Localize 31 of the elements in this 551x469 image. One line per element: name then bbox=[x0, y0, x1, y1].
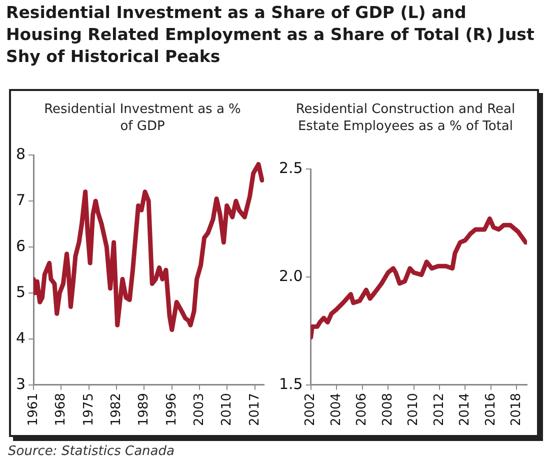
x-tick-label: 1968 bbox=[54, 392, 69, 426]
x-tick-label: 1975 bbox=[81, 392, 96, 426]
chart-subtitle: Residential Investment as a % of GDP bbox=[43, 101, 242, 135]
x-tick-label: 2006 bbox=[354, 392, 370, 426]
y-tick-label: 1.5 bbox=[278, 374, 303, 393]
x-tick-label: 2002 bbox=[303, 392, 318, 426]
x-tick-label: 2017 bbox=[247, 392, 262, 426]
source-note: Source: Statistics Canada bbox=[8, 444, 174, 459]
chart-title: Residential Construction and Real Estate Employees as a % of Total bbox=[294, 101, 516, 135]
y-tick-label: 8 bbox=[16, 144, 26, 163]
x-tick-label: 2014 bbox=[458, 392, 473, 426]
x-tick-label: 2016 bbox=[483, 392, 498, 426]
chart-title: Residential Investment as a Share of GDP (L) and Housing Related Employment as a Share of Total (R) Just Shy of Historical Peaks bbox=[6, 2, 536, 68]
x-tick-label: 2008 bbox=[380, 392, 396, 426]
x-tick-label: 1989 bbox=[136, 392, 152, 426]
x-tick-label: 2003 bbox=[192, 392, 207, 426]
x-tick-label: 1996 bbox=[164, 392, 180, 426]
y-tick-label: 2.0 bbox=[278, 266, 303, 285]
y-tick-label: 7 bbox=[16, 190, 26, 209]
x-tick-label: 2010 bbox=[406, 392, 422, 426]
x-tick-label: 2012 bbox=[432, 392, 447, 426]
x-tick-label: 1961 bbox=[26, 392, 41, 426]
y-tick-label: 6 bbox=[16, 236, 26, 255]
y-tick-label: 2.5 bbox=[278, 158, 303, 177]
y-tick-label: 5 bbox=[16, 282, 26, 301]
y-tick-label: 3 bbox=[16, 374, 26, 393]
x-tick-label: 2004 bbox=[328, 392, 344, 426]
x-tick-label: 1982 bbox=[108, 392, 124, 426]
y-tick-label: 4 bbox=[16, 328, 26, 347]
x-tick-label: 2010 bbox=[220, 392, 235, 426]
x-tick-label: 2018 bbox=[509, 392, 524, 426]
